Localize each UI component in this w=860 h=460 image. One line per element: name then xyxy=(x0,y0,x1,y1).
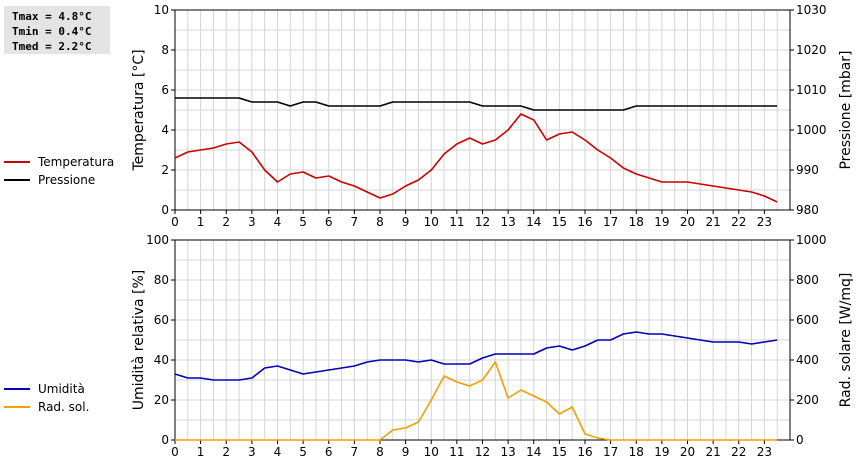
legend-label: Umidità xyxy=(38,382,85,396)
x-tick-label: 16 xyxy=(577,445,592,459)
stat-tmax: Tmax = 4.8°C xyxy=(12,10,92,23)
series-line-umidit xyxy=(174,331,778,381)
x-tick-label: 8 xyxy=(376,445,384,459)
x-tick-label: 6 xyxy=(325,445,333,459)
y2-tick-label: 1000 xyxy=(796,123,827,137)
y2-tick-label: 990 xyxy=(796,163,819,177)
y2-tick-label: 600 xyxy=(796,313,819,327)
x-tick-label: 15 xyxy=(552,215,567,229)
y-tick-label: 0 xyxy=(161,203,169,217)
x-tick-label: 3 xyxy=(248,445,256,459)
y2-tick-label: 1020 xyxy=(796,43,827,57)
stats-box: Tmax = 4.8°C Tmin = 0.4°C Tmed = 2.2°C xyxy=(4,6,110,54)
x-tick-label: 15 xyxy=(552,445,567,459)
x-tick-label: 11 xyxy=(449,215,464,229)
x-tick-label: 2 xyxy=(222,445,230,459)
x-tick-label: 10 xyxy=(424,215,439,229)
legend-label: Pressione xyxy=(38,173,96,187)
y-tick-label: 40 xyxy=(154,353,169,367)
x-tick-label: 2 xyxy=(222,215,230,229)
stat-tmed: Tmed = 2.2°C xyxy=(12,40,92,53)
x-tick-label: 12 xyxy=(475,215,490,229)
y2-tick-label: 1010 xyxy=(796,83,827,97)
legend-swatch xyxy=(4,406,30,408)
y2-tick-label: 980 xyxy=(796,203,819,217)
x-tick-label: 23 xyxy=(757,215,772,229)
x-tick-label: 11 xyxy=(449,445,464,459)
x-tick-label: 10 xyxy=(424,445,439,459)
x-tick-label: 5 xyxy=(299,445,307,459)
y-axis-label: Temperatura [°C] xyxy=(131,49,147,171)
legend-item-temperatura: Temperatura xyxy=(4,153,114,171)
legend-bottom: Umidità Rad. sol. xyxy=(4,380,89,416)
x-tick-label: 23 xyxy=(757,445,772,459)
x-tick-label: 4 xyxy=(274,445,282,459)
x-tick-label: 0 xyxy=(171,215,179,229)
y-tick-label: 100 xyxy=(146,233,169,247)
x-tick-label: 8 xyxy=(376,215,384,229)
legend-item-umidita: Umidità xyxy=(4,380,89,398)
legend-swatch xyxy=(4,388,30,390)
y2-tick-label: 400 xyxy=(796,353,819,367)
x-tick-label: 5 xyxy=(299,215,307,229)
y2-tick-label: 1000 xyxy=(796,233,827,247)
x-tick-label: 12 xyxy=(475,445,490,459)
y2-tick-label: 0 xyxy=(796,433,804,447)
x-tick-label: 14 xyxy=(526,215,541,229)
y-tick-label: 4 xyxy=(161,123,169,137)
legend-top: Temperatura Pressione xyxy=(4,153,114,189)
series-line-pressione xyxy=(175,97,778,111)
x-tick-label: 0 xyxy=(171,445,179,459)
legend-swatch xyxy=(4,179,30,181)
legend-swatch xyxy=(4,161,30,163)
x-tick-label: 9 xyxy=(402,445,410,459)
y-tick-label: 20 xyxy=(154,393,169,407)
x-tick-label: 20 xyxy=(680,215,695,229)
y-tick-label: 80 xyxy=(154,273,169,287)
x-tick-label: 7 xyxy=(351,215,359,229)
y-tick-label: 8 xyxy=(161,43,169,57)
x-tick-label: 1 xyxy=(197,445,205,459)
y2-tick-label: 1030 xyxy=(796,3,827,17)
x-tick-label: 18 xyxy=(629,445,644,459)
legend-label: Temperatura xyxy=(38,155,115,169)
x-tick-label: 21 xyxy=(705,445,720,459)
y2-axis-label: Rad. solare [W/mq] xyxy=(838,273,854,408)
legend-label: Rad. sol. xyxy=(38,400,90,414)
x-tick-label: 22 xyxy=(731,215,746,229)
legend-item-pressione: Pressione xyxy=(4,171,114,189)
x-tick-label: 22 xyxy=(731,445,746,459)
x-tick-label: 16 xyxy=(577,215,592,229)
y-tick-label: 2 xyxy=(161,163,169,177)
x-tick-label: 1 xyxy=(197,215,205,229)
x-tick-label: 6 xyxy=(325,215,333,229)
y-tick-label: 6 xyxy=(161,83,169,97)
y2-tick-label: 800 xyxy=(796,273,819,287)
x-tick-label: 17 xyxy=(603,445,618,459)
x-tick-label: 9 xyxy=(402,215,410,229)
x-tick-label: 7 xyxy=(351,445,359,459)
y-tick-label: 10 xyxy=(154,3,169,17)
series-line-rad-sol xyxy=(175,361,778,441)
x-tick-label: 13 xyxy=(500,215,515,229)
x-tick-label: 17 xyxy=(603,215,618,229)
series-line-temperatura xyxy=(174,113,778,203)
x-tick-label: 19 xyxy=(654,445,669,459)
x-tick-label: 21 xyxy=(705,215,720,229)
y2-tick-label: 200 xyxy=(796,393,819,407)
y-axis-label: Umidità relativa [%] xyxy=(131,270,147,411)
x-tick-label: 14 xyxy=(526,445,541,459)
x-tick-label: 19 xyxy=(654,215,669,229)
x-tick-label: 20 xyxy=(680,445,695,459)
x-tick-label: 18 xyxy=(629,215,644,229)
y2-axis-label: Pressione [mbar] xyxy=(838,50,854,169)
y-tick-label: 0 xyxy=(161,433,169,447)
stat-tmin: Tmin = 0.4°C xyxy=(12,25,92,38)
legend-item-rad-sol: Rad. sol. xyxy=(4,398,89,416)
x-tick-label: 4 xyxy=(274,215,282,229)
x-tick-label: 13 xyxy=(500,445,515,459)
x-tick-label: 3 xyxy=(248,215,256,229)
y-tick-label: 60 xyxy=(154,313,169,327)
